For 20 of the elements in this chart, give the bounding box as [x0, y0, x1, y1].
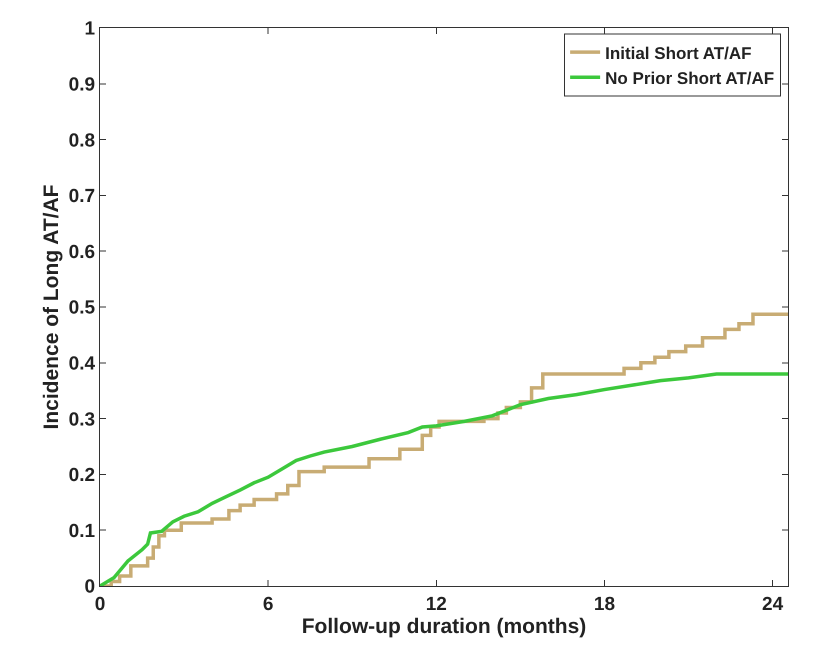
y-tick-label: 0.4 [68, 353, 96, 374]
y-tick-label: 0.8 [68, 130, 96, 152]
y-tick-label: 0 [84, 576, 96, 598]
y-tick-label: 0.3 [68, 409, 96, 430]
y-tick-label: 0.6 [68, 242, 96, 263]
y-tick-label: 1 [84, 18, 96, 40]
legend-label: No Prior Short AT/AF [605, 68, 774, 88]
legend-label: Initial Short AT/AF [605, 44, 752, 63]
line-series [100, 372, 788, 586]
y-tick-label: 0.7 [68, 186, 96, 208]
x-axis-title: Follow-up duration (months) [302, 615, 586, 638]
y-tick-label: 0.2 [68, 465, 96, 486]
x-tick-label: 6 [262, 594, 274, 615]
y-tick-label: 0.1 [68, 520, 96, 542]
y-tick-label: 0.9 [68, 74, 96, 96]
x-tick-label: 24 [762, 594, 784, 615]
x-tick-label: 18 [594, 594, 616, 615]
y-tick-label: 0.5 [68, 298, 96, 319]
y-axis-title: Incidence of Long AT/AF [40, 184, 63, 430]
x-tick-label: 12 [426, 594, 447, 615]
